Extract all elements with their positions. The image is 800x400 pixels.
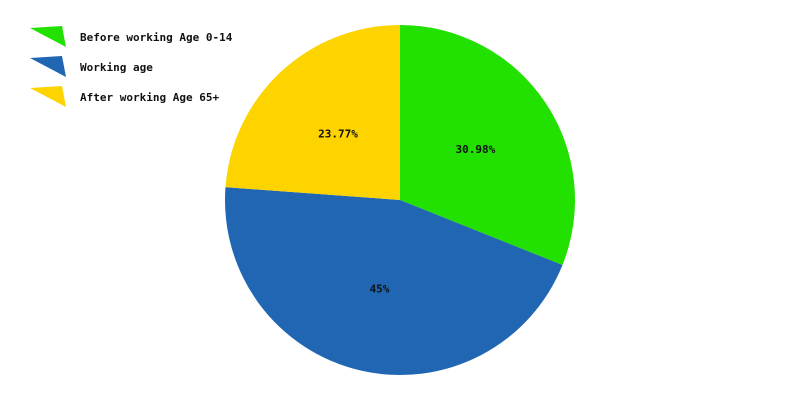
legend-swatch-2 <box>30 86 66 107</box>
slice-label-0: 30.98% <box>455 143 495 156</box>
legend-label-2: After working Age 65+ <box>80 91 219 104</box>
legend-swatch-1 <box>30 56 66 77</box>
pie-slices <box>225 24 575 375</box>
pie-slice-0 <box>400 25 575 266</box>
legend-label-1: Working age <box>80 61 153 74</box>
legend-label-0: Before working Age 0-14 <box>80 31 233 44</box>
legend: Before working Age 0-14 Working age After … <box>30 26 233 107</box>
slice-labels: 30.98% 45% 23.77% <box>318 127 495 295</box>
slice-label-2: 23.77% <box>318 127 358 140</box>
pie-slice-1 <box>225 187 563 375</box>
slice-label-1: 45% <box>370 283 390 296</box>
pie-slice-2 <box>225 24 400 201</box>
legend-swatch-0 <box>30 26 66 47</box>
